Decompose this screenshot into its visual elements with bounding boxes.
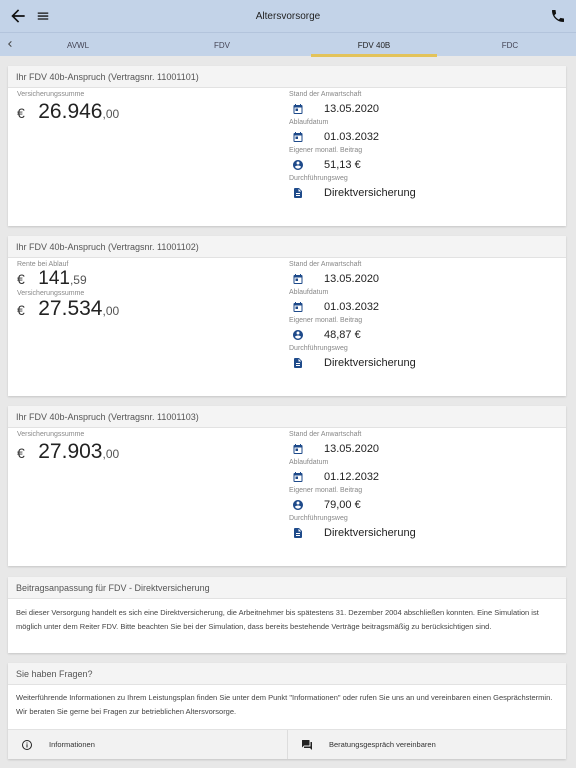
amount-decimal: ,00 (102, 107, 120, 121)
stand-label: Stand der Anwartschaft (289, 261, 362, 268)
chevron-left-icon[interactable] (4, 38, 16, 50)
action-bar: Informationen Beratungsgespräch vereinba… (8, 729, 566, 759)
stand-label: Stand der Anwartschaft (289, 91, 362, 98)
chat-icon (302, 739, 312, 750)
questions-title: Sie haben Fragen? (8, 663, 566, 685)
account-circle-icon (293, 160, 303, 170)
currency-symbol: € (17, 271, 25, 287)
contract-title: Ihr FDV 40b-Anspruch (Vertragsnr. 110011… (8, 406, 566, 428)
beitrag-label: Eigener monatl. Beitrag (289, 147, 363, 154)
beitrag-value: 79,00 € (324, 499, 361, 511)
info-title: Beitragsanpassung für FDV - Direktversic… (8, 577, 566, 599)
amount-decimal: ,00 (102, 304, 120, 318)
amount-integer: 27.534 (38, 297, 103, 320)
document-icon (294, 358, 302, 368)
beratung-button[interactable]: Beratungsgespräch vereinbaren (287, 730, 566, 759)
stand-label: Stand der Anwartschaft (289, 431, 362, 438)
amount-decimal: ,00 (102, 447, 120, 461)
informationen-button[interactable]: Informationen (8, 730, 287, 759)
tab-fdc[interactable]: FDC (501, 40, 519, 50)
amount-integer: 27.903 (38, 440, 103, 463)
info-card: Beitragsanpassung für FDV - Direktversic… (8, 577, 566, 653)
beitrag-label: Eigener monatl. Beitrag (289, 317, 363, 324)
amount-label: Rente bei Ablauf (17, 261, 69, 268)
ablauf-date: 01.12.2032 (324, 471, 380, 483)
info-text: Bei dieser Versorgung handelt es sich ei… (16, 608, 539, 631)
calendar-icon (293, 104, 303, 114)
app-bar: Altersvorsorge (0, 0, 576, 32)
document-icon (294, 188, 302, 198)
contract-title: Ihr FDV 40b-Anspruch (Vertragsnr. 110011… (8, 66, 566, 88)
weg-value: Direktversicherung (324, 527, 416, 539)
calendar-icon (293, 274, 303, 284)
contract-title: Ihr FDV 40b-Anspruch (Vertragsnr. 110011… (8, 236, 566, 258)
amount-decimal: ,59 (69, 273, 87, 287)
currency-symbol: € (17, 302, 25, 318)
contract-card: Ihr FDV 40b-Anspruch (Vertragsnr. 110011… (8, 66, 566, 226)
contract-details: Stand der Anwartschaft 13.05.2020 Ablauf… (289, 261, 416, 372)
weg-label: Durchführungsweg (289, 515, 348, 522)
info-icon (22, 739, 32, 750)
amount-integer: 26.946 (38, 100, 103, 123)
contract-details: Stand der Anwartschaft 13.05.2020 Ablauf… (289, 91, 416, 202)
tab-bar: AVWL FDV FDV 40B FDC (0, 32, 576, 57)
tab-fdv[interactable]: FDV (214, 40, 230, 50)
ablauf-label: Ablaufdatum (289, 459, 329, 466)
weg-label: Durchführungsweg (289, 345, 348, 352)
amount-label: Versicherungssumme (17, 431, 85, 438)
ablauf-label: Ablaufdatum (289, 289, 329, 296)
contract-card: Ihr FDV 40b-Anspruch (Vertragsnr. 110011… (8, 406, 566, 566)
beitrag-label: Eigener monatl. Beitrag (289, 487, 363, 494)
phone-icon[interactable] (550, 8, 566, 24)
beratung-label: Beratungsgespräch vereinbaren (329, 740, 436, 749)
ablauf-label: Ablaufdatum (289, 119, 329, 126)
tab-fdv-40b[interactable]: FDV 40B (311, 33, 437, 57)
contract-details: Stand der Anwartschaft 13.05.2020 Ablauf… (289, 431, 416, 542)
calendar-icon (293, 132, 303, 142)
amount-block: Versicherungssumme € 26.946,00 (17, 91, 119, 124)
weg-value: Direktversicherung (324, 187, 416, 199)
calendar-icon (293, 472, 303, 482)
hamburger-menu-icon[interactable] (36, 9, 50, 23)
account-circle-icon (293, 500, 303, 510)
beitrag-value: 51,13 € (324, 159, 361, 171)
amount-integer: 141 (38, 268, 70, 289)
amount-label: Versicherungssumme (17, 91, 85, 98)
weg-value: Direktversicherung (324, 357, 416, 369)
informationen-label: Informationen (49, 740, 95, 749)
tab-avwl[interactable]: AVWL (66, 40, 90, 50)
ablauf-date: 01.03.2032 (324, 131, 380, 143)
currency-symbol: € (17, 105, 25, 121)
ablauf-date: 01.03.2032 (324, 301, 380, 313)
document-icon (294, 528, 302, 538)
calendar-icon (293, 302, 303, 312)
beitrag-value: 48,87 € (324, 329, 361, 341)
weg-label: Durchführungsweg (289, 175, 348, 182)
stand-date: 13.05.2020 (324, 273, 380, 285)
page-title: Altersvorsorge (255, 10, 321, 22)
stand-date: 13.05.2020 (324, 443, 380, 455)
amount-block: Versicherungssumme € 27.903,00 (17, 431, 119, 464)
contract-card: Ihr FDV 40b-Anspruch (Vertragsnr. 110011… (8, 236, 566, 396)
arrow-back-icon[interactable] (8, 6, 28, 26)
currency-symbol: € (17, 445, 25, 461)
stand-date: 13.05.2020 (324, 103, 380, 115)
amount-label: Versicherungssumme (17, 290, 85, 297)
questions-text: Weiterführende Informationen zu Ihrem Le… (16, 693, 553, 716)
account-circle-icon (293, 330, 303, 340)
amount-block: Rente bei Ablauf € 141,59 Versicherungss… (17, 261, 119, 321)
calendar-icon (293, 444, 303, 454)
